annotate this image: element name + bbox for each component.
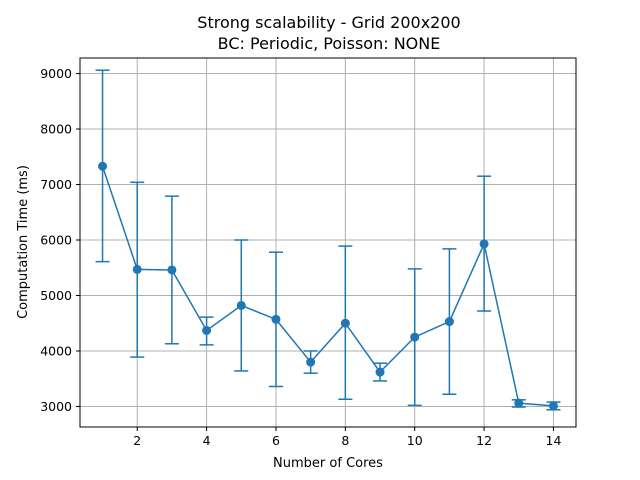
data-point bbox=[271, 314, 281, 324]
data-point bbox=[167, 265, 177, 275]
y-tick-label: 5000 bbox=[40, 288, 72, 303]
chart-title-line1: Strong scalability - Grid 200x200 bbox=[197, 13, 460, 32]
data-point bbox=[236, 300, 246, 310]
data-point bbox=[132, 264, 142, 274]
data-point bbox=[410, 332, 420, 342]
data-series bbox=[95, 69, 561, 411]
grid bbox=[80, 58, 576, 427]
y-tick-label: 3000 bbox=[40, 399, 72, 414]
chart-title-line2: BC: Periodic, Poisson: NONE bbox=[218, 34, 441, 53]
y-axis-label: Computation Time (ms) bbox=[16, 165, 31, 319]
data-point bbox=[306, 357, 316, 367]
x-tick-label: 2 bbox=[133, 433, 141, 448]
x-tick-label: 6 bbox=[272, 433, 280, 448]
data-point bbox=[444, 317, 454, 327]
x-tick-label: 8 bbox=[341, 433, 349, 448]
x-tick-label: 10 bbox=[407, 433, 423, 448]
y-tick-label: 8000 bbox=[40, 122, 72, 137]
x-tick-label: 4 bbox=[203, 433, 211, 448]
data-point bbox=[514, 398, 524, 408]
axis-ticks: 2 4 6 8 10 12 14 3000 4000 5000 6000 7000 8000 9000 bbox=[40, 66, 561, 448]
x-tick-label: 12 bbox=[476, 433, 492, 448]
x-axis-label: Number of Cores bbox=[273, 456, 383, 471]
series-line bbox=[101, 165, 554, 407]
data-point bbox=[479, 239, 489, 249]
y-tick-label: 7000 bbox=[40, 177, 72, 192]
y-tick-label: 9000 bbox=[40, 66, 72, 81]
data-point bbox=[202, 325, 212, 335]
data-point bbox=[375, 367, 385, 377]
x-tick-label: 14 bbox=[546, 433, 562, 448]
data-point bbox=[340, 318, 350, 328]
y-tick-label: 4000 bbox=[40, 343, 72, 358]
data-point bbox=[548, 401, 558, 411]
plot-frame bbox=[79, 57, 577, 428]
data-point bbox=[98, 161, 108, 171]
y-tick-label: 6000 bbox=[40, 233, 72, 248]
